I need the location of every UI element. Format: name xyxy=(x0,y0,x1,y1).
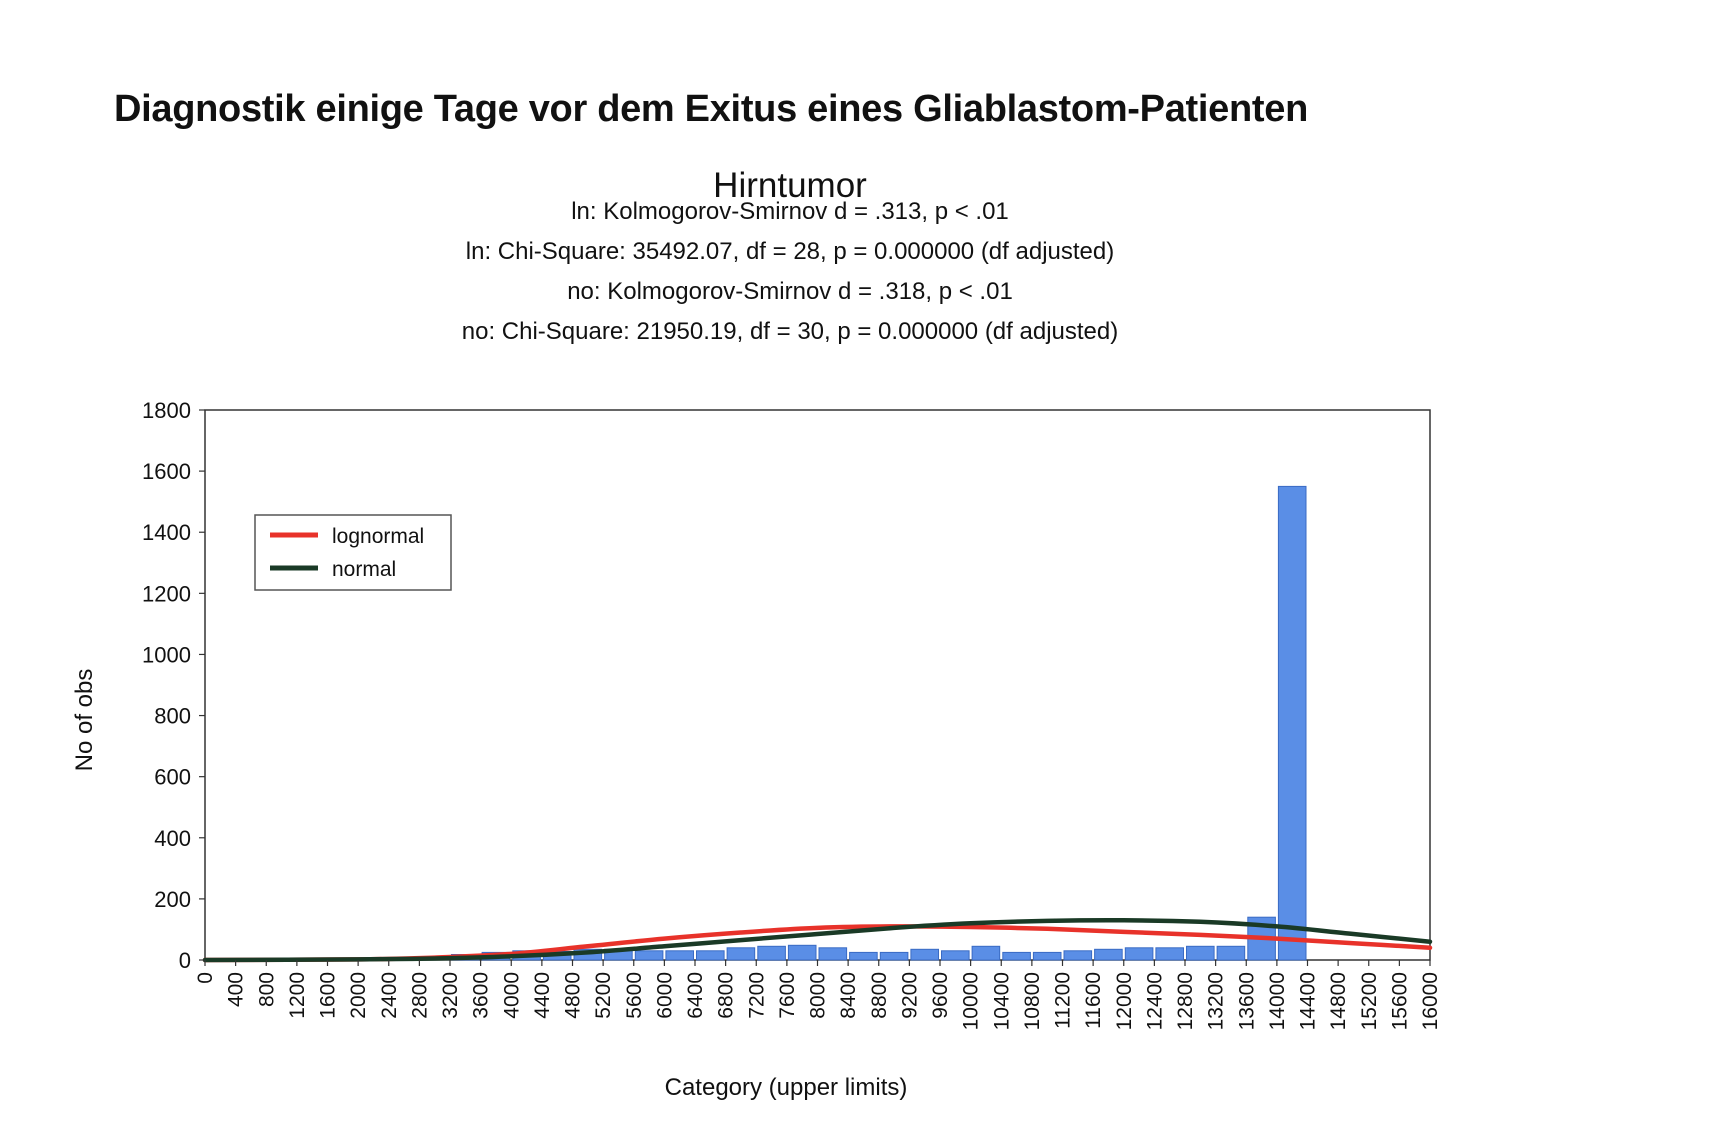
legend-box xyxy=(254,514,452,591)
x-tick-label: 2400 xyxy=(378,972,401,1019)
x-tick-label: 8800 xyxy=(868,972,891,1019)
y-tick-label: 800 xyxy=(154,704,191,729)
subtitle-line-1: ln: Kolmogorov-Smirnov d = .313, p < .01 xyxy=(571,198,1009,225)
y-tick-label: 200 xyxy=(154,887,191,912)
curve-lognormal xyxy=(202,924,1433,963)
curve-normal xyxy=(202,917,1433,963)
x-tick-label: 14400 xyxy=(1297,972,1320,1030)
x-tick-label: 2000 xyxy=(347,972,370,1019)
slide-title: Diagnostik einige Tage vor dem Exitus ei… xyxy=(114,88,1308,130)
x-tick-label: 7200 xyxy=(745,972,768,1019)
bar xyxy=(1032,951,1062,961)
x-tick-label: 4800 xyxy=(562,972,585,1019)
x-tick-label: 400 xyxy=(225,972,248,1007)
bar xyxy=(1155,947,1185,961)
bar xyxy=(1216,945,1246,961)
bar xyxy=(1124,947,1154,961)
y-tick-label: 1400 xyxy=(142,520,191,545)
x-tick-label: 3600 xyxy=(470,972,493,1019)
x-tick-label: 1200 xyxy=(286,972,309,1019)
x-tick-label: 7600 xyxy=(776,972,799,1019)
bar xyxy=(941,950,970,961)
chart-title: Hirntumor xyxy=(713,166,867,205)
y-tick-label: 1000 xyxy=(142,642,191,667)
x-axis-label: Category (upper limits) xyxy=(665,1074,908,1101)
x-tick-label: 6800 xyxy=(715,972,738,1019)
bar xyxy=(1002,951,1031,961)
x-tick-label: 14800 xyxy=(1327,972,1350,1030)
x-tick-label: 13200 xyxy=(1205,972,1228,1030)
x-tick-label: 12800 xyxy=(1174,972,1197,1030)
x-tick-label: 8000 xyxy=(807,972,830,1019)
curves-layer xyxy=(202,917,1433,963)
x-tick-label: 6400 xyxy=(684,972,707,1019)
bar xyxy=(1186,945,1215,961)
y-tick-label: 1200 xyxy=(142,581,191,606)
x-tick-label: 2800 xyxy=(408,972,431,1019)
y-tick-label: 1800 xyxy=(142,398,191,423)
bar xyxy=(726,947,756,961)
x-tick-label: 9600 xyxy=(929,972,952,1019)
x-tick-label: 4000 xyxy=(500,972,523,1019)
bar xyxy=(818,947,848,961)
x-tick-label: 12000 xyxy=(1113,972,1136,1030)
x-tick-label: 800 xyxy=(255,972,278,1007)
x-tick-label: 13600 xyxy=(1235,972,1258,1030)
bar xyxy=(879,951,909,961)
x-tick-label: 12400 xyxy=(1143,972,1166,1030)
x-tick-label: 5600 xyxy=(623,972,646,1019)
x-tick-label: 10000 xyxy=(960,972,983,1030)
subtitle-line-4: no: Chi-Square: 21950.19, df = 30, p = 0… xyxy=(461,318,1119,345)
x-tick-label: 11200 xyxy=(1052,972,1075,1029)
y-tick-label: 0 xyxy=(179,948,191,973)
bar xyxy=(665,950,695,961)
y-tick-label: 600 xyxy=(154,765,191,790)
x-tick-label: 10400 xyxy=(990,972,1013,1030)
x-axis: 0 400 800 1200 1600 2000 2400 2800 3200 3600 4000 4… xyxy=(194,960,1442,1030)
x-tick-label: 15200 xyxy=(1358,972,1381,1030)
x-tick-label: 16000 xyxy=(1419,972,1442,1030)
bar xyxy=(634,950,664,961)
x-tick-label: 9200 xyxy=(898,972,921,1019)
subtitle-line-2: ln: Chi-Square: 35492.07, df = 28, p = 0… xyxy=(465,238,1115,265)
legend-label-lognormal: lognormal xyxy=(332,525,424,548)
y-tick-label: 400 xyxy=(154,826,191,851)
x-tick-label: 4400 xyxy=(531,972,554,1019)
bar xyxy=(696,950,725,961)
x-tick-label: 11600 xyxy=(1082,972,1105,1029)
bar xyxy=(787,944,817,961)
bar xyxy=(849,951,878,961)
x-tick-label: 1600 xyxy=(317,972,340,1019)
legend-label-normal: normal xyxy=(332,558,396,581)
plot-frame xyxy=(204,409,1431,961)
bar xyxy=(1063,950,1093,961)
x-tick-label: 5200 xyxy=(592,972,615,1019)
bar xyxy=(910,948,940,961)
bar xyxy=(1094,948,1123,961)
x-tick-label: 10800 xyxy=(1021,972,1044,1030)
x-tick-label: 14000 xyxy=(1266,972,1289,1030)
x-tick-label: 6000 xyxy=(653,972,676,1019)
x-tick-label: 8400 xyxy=(837,972,860,1019)
x-tick-label: 3200 xyxy=(439,972,462,1019)
x-tick-label: 0 xyxy=(194,972,217,984)
bar xyxy=(971,945,1001,961)
y-axis-label: No of obs xyxy=(71,669,98,772)
bar xyxy=(757,945,786,961)
y-tick-label: 1600 xyxy=(142,459,191,484)
subtitle-line-3: no: Kolmogorov-Smirnov d = .318, p < .01 xyxy=(567,278,1013,305)
y-axis: 0 200 400 600 800 1000 1200 1400 1600 1800 xyxy=(142,398,205,973)
bar xyxy=(1277,485,1307,961)
legend: lognormal normal xyxy=(254,514,452,591)
x-tick-label: 15600 xyxy=(1388,972,1411,1030)
